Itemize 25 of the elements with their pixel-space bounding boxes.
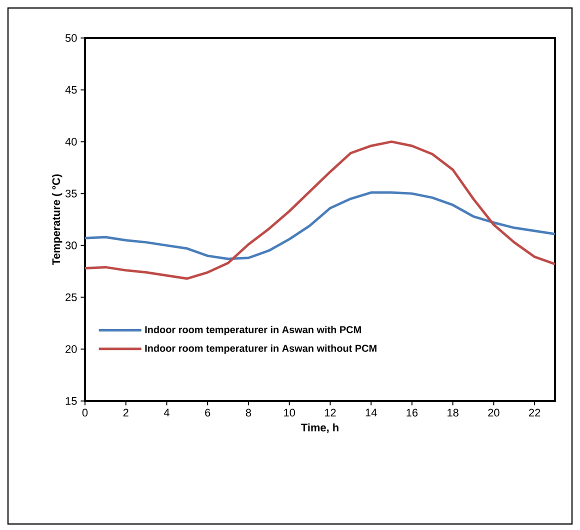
x-tick-label: 8 [246,408,252,417]
x-tick-label: 2 [123,408,128,416]
x-tick-label: 10 [284,408,296,417]
x-tick-label: 18 [448,408,458,417]
y-axis-title: Temperature ( °C) [52,174,62,265]
x-axis-title: Time, h [301,423,338,434]
line-series [85,191,556,260]
x-tick-label: 22 [529,408,540,416]
x-tick-label: 16 [406,408,418,417]
y-tick-label: 30 [65,242,77,250]
legend-label: Indoor room temperaturer in Aswan with PCM [145,326,361,336]
legend-label: Indoor room temperaturer in Aswan without PCM [145,344,376,354]
x-tick-label: 6 [205,408,210,417]
y-tick-label: 35 [65,190,77,198]
x-tick-label: 14 [366,408,377,416]
x-tick-label: 12 [324,408,336,416]
y-tick-label: 25 [66,293,77,302]
y-tick-label: 15 [66,397,77,405]
x-tick-label: 20 [488,408,500,417]
y-tick-label: 45 [65,86,77,94]
x-tick-label: 4 [164,408,170,416]
x-tick-label: 0 [82,408,88,417]
y-tick-label: 20 [66,345,77,354]
y-tick-label: 50 [65,34,77,42]
y-tick-label: 40 [65,138,77,146]
